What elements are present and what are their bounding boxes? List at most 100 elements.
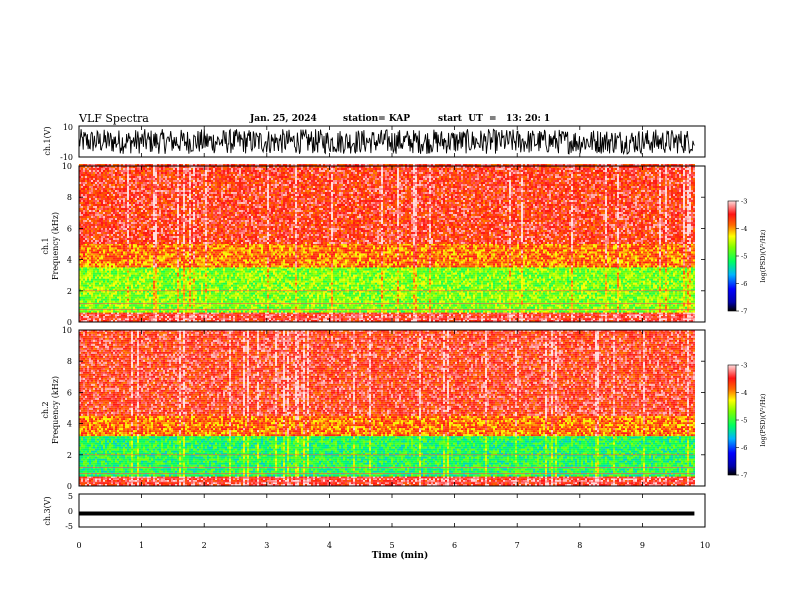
ch1-spectrogram-cell — [85, 273, 87, 275]
ch1-spectrogram-cell — [89, 297, 91, 299]
ch1-spectrogram-cell — [83, 212, 85, 214]
ch1-spectrogram-cell — [93, 228, 95, 230]
ch1-spectrogram-cell — [91, 196, 93, 198]
ch1-spectrogram-cell — [91, 186, 93, 188]
ch1-spectrogram-cell — [93, 253, 95, 255]
ch1-spectrogram-cell — [89, 202, 91, 204]
ch1-spectrogram-cell — [83, 200, 85, 202]
ch1-spectrogram-cell — [85, 259, 87, 261]
ch1-spectrogram-cell — [93, 174, 95, 176]
ch1-spectrogram-cell — [87, 251, 89, 253]
ch1-spectrogram-cell — [85, 216, 87, 218]
ch1-spectrogram-cell — [93, 293, 95, 295]
ch1-spectrogram-cell — [85, 303, 87, 305]
ch1-spectrogram-cell — [81, 178, 83, 180]
ch1-spectrogram-cell — [95, 196, 97, 198]
ch1-spectrogram-cell — [93, 198, 95, 200]
ch1-spectrogram-cell — [91, 293, 93, 295]
ch1-spectrogram-cell — [89, 257, 91, 259]
ch1-spectrogram-cell — [97, 271, 99, 273]
ch1-spectrogram-cell — [85, 305, 87, 307]
ch1-spectrogram-cell — [87, 186, 89, 188]
ch1-spectrogram-cell — [93, 240, 95, 242]
ch1-spectrogram-cell — [95, 269, 97, 271]
ch1-spectrogram-cell — [93, 269, 95, 271]
ch1-spectrogram-cell — [85, 283, 87, 285]
ch1-spectrogram-cell — [91, 307, 93, 309]
ch1-spectrogram-cell — [91, 277, 93, 279]
ch1-spectrogram-cell — [91, 265, 93, 267]
ch1-spectrogram-cell — [93, 182, 95, 184]
ch1-spectrogram-cell — [89, 230, 91, 232]
ch1-spectrogram-cell — [87, 204, 89, 206]
ch1-spectrogram-cell — [87, 269, 89, 271]
ch1-spectrogram-cell — [87, 293, 89, 295]
ch1-spectrogram-cell — [89, 200, 91, 202]
ch1-spectrogram-cell — [87, 281, 89, 283]
ch1-spectrogram-cell — [91, 236, 93, 238]
ch1-spectrogram-cell — [89, 178, 91, 180]
ch1-spectrogram-cell — [87, 190, 89, 192]
ch1-spectrogram-cell — [93, 245, 95, 247]
ch1-spectrogram-cell — [91, 316, 93, 318]
vlf-spectra-figure: 10 -10 ch.1(V) 0246810 ch.1 Frequency (k… — [0, 0, 792, 612]
ch1-spectrogram-cell — [81, 176, 83, 178]
ch1-spectrogram-cell — [83, 226, 85, 228]
ch1-spectrogram-cell — [97, 297, 99, 299]
ch1-spectrogram-cell — [95, 253, 97, 255]
ch1-spectrogram-cell — [85, 247, 87, 249]
ch1-spectrogram-cell — [81, 230, 83, 232]
ch1-spectrogram-cell — [85, 232, 87, 234]
ch1-spectrogram-cell — [87, 176, 89, 178]
ch1-spectrogram-cell — [91, 289, 93, 291]
ch1-spectrogram-cell — [83, 240, 85, 242]
ch1-spectrogram-cell — [91, 190, 93, 192]
ch1-spectrogram-cell — [87, 255, 89, 257]
ch1-spectrogram-cell — [95, 275, 97, 277]
ch1-spectrogram-cell — [87, 253, 89, 255]
ch1-spectrogram-cell — [89, 188, 91, 190]
ch1-spectrogram-cell — [89, 245, 91, 247]
ch1-spectrogram-cell — [95, 242, 97, 244]
ch1-spectrogram-cell — [87, 198, 89, 200]
ch1-spectrogram-cell — [89, 216, 91, 218]
ch1-spectrogram-cell — [83, 271, 85, 273]
ch1-spectrogram-cell — [93, 301, 95, 303]
ch1-spectrogram-cell — [91, 247, 93, 249]
ch1-spectrogram-cell — [85, 245, 87, 247]
ch1-spectrogram-cell — [95, 182, 97, 184]
ch1-spectrogram-cell — [97, 228, 99, 230]
ch1-spectrogram-cell — [89, 172, 91, 174]
ch1-spectrogram-cell — [83, 168, 85, 170]
ch1-spectrogram-cell — [95, 279, 97, 281]
ch1-spectrogram-cell — [89, 214, 91, 216]
ch1-spectrogram-cell — [91, 285, 93, 287]
ch1-spectrogram-cell — [85, 204, 87, 206]
ch1-spectrogram-cell — [97, 261, 99, 263]
ch1-spectrogram-cell — [85, 192, 87, 194]
ch1-spectrogram-cell — [87, 174, 89, 176]
ch1-spectrogram-cell — [85, 174, 87, 176]
ch1-spectrogram-cell — [93, 230, 95, 232]
ch1-spectrogram-cell — [89, 301, 91, 303]
ch1-spectrogram-cell — [97, 212, 99, 214]
ch1-spectrogram-cell — [97, 220, 99, 222]
ch1-spectrogram-cell — [95, 287, 97, 289]
ch1-spectrogram-cell — [81, 307, 83, 309]
ch1-spectrogram-cell — [89, 285, 91, 287]
ch1-spectrogram-cell — [93, 214, 95, 216]
ch1-spectrogram-cell — [85, 168, 87, 170]
ch1-spectrogram-cell — [89, 176, 91, 178]
ch1-spectrogram-cell — [93, 299, 95, 301]
ch1-spectrogram-cell — [97, 224, 99, 226]
ch1-spectrogram-cell — [93, 232, 95, 234]
ch1-spectrogram-cell — [87, 200, 89, 202]
ch1-spectrogram-cell — [91, 178, 93, 180]
ch1-spectrogram-cell — [89, 303, 91, 305]
ch1-spectrogram-cell — [97, 247, 99, 249]
ch1-spectrogram-cell — [87, 275, 89, 277]
ch1-spectrogram-cell — [83, 253, 85, 255]
ch1-spectrogram-cell — [89, 224, 91, 226]
ch1-spectrogram-cell — [81, 293, 83, 295]
ch1-spectrogram-cell — [95, 240, 97, 242]
